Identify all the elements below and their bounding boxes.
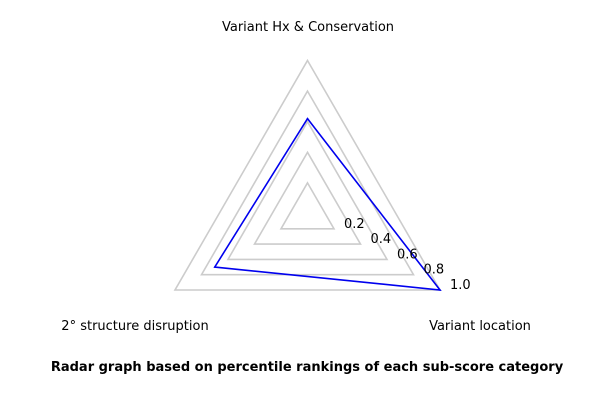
grid-ring-0-6 [226, 120, 389, 261]
axis-label-variant-hx-conservation: Variant Hx & Conservation [222, 20, 394, 35]
series-polygon-0 [213, 117, 442, 291]
grid-ring-0-4 [253, 150, 362, 245]
tick-label-0-8: 0.8 [424, 263, 445, 278]
grid-ring-0-8 [200, 89, 415, 276]
chart-caption: Radar graph based on percentile rankings… [51, 360, 564, 375]
grid-ring-0-2 [279, 181, 336, 230]
axis-label-variant-location: Variant location [429, 319, 531, 334]
tick-label-0-6: 0.6 [397, 247, 418, 262]
series-point-0-0 [306, 117, 309, 120]
grid-ring-1 [173, 58, 442, 291]
series-layer [213, 117, 442, 291]
tick-label-0-2: 0.2 [344, 217, 365, 232]
tick-label-layer: 0.2 0.4 0.6 0.8 1.0 [344, 217, 471, 293]
series-point-0-1 [439, 289, 441, 291]
tick-label-1: 1.0 [450, 278, 471, 293]
grid-layer [173, 58, 442, 291]
axis-label-2-structure-disruption: 2° structure disruption [61, 319, 208, 334]
tick-label-0-4: 0.4 [371, 232, 392, 247]
series-point-0-2 [213, 266, 216, 268]
